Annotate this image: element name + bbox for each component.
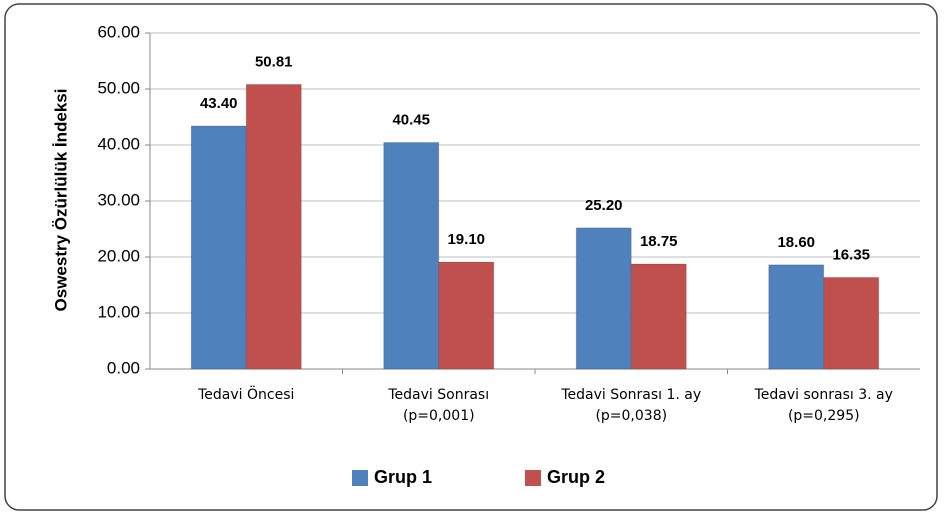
y-tick-label: 10.00 <box>97 302 140 321</box>
legend-label: Grup 2 <box>547 467 605 487</box>
x-tick-label: Tedavi Sonrası (p=0,001) <box>388 387 490 424</box>
bar <box>768 264 825 370</box>
bar <box>575 227 632 370</box>
legend-swatch <box>525 470 541 486</box>
bar <box>383 141 440 370</box>
y-axis-label: Oswestry Özürlülük İndeksi <box>51 89 70 312</box>
legend-label: Grup 1 <box>374 467 432 487</box>
x-tick-label: Tedavi sonrası 3. ay (p=0,295) <box>754 387 893 424</box>
y-tick-label: 20.00 <box>97 246 140 265</box>
x-tick-label: Tedavi Öncesi <box>198 387 295 403</box>
x-tick-label: Tedavi Sonrası 1. ay (p=0,038) <box>561 387 702 424</box>
y-tick-label: 50.00 <box>97 78 140 97</box>
bar <box>438 261 495 370</box>
y-tick-label: 60.00 <box>97 22 140 41</box>
data-label: 19.10 <box>447 231 485 248</box>
y-tick-label: 30.00 <box>97 190 140 209</box>
data-label: 50.81 <box>255 53 293 70</box>
data-label: 18.60 <box>777 234 815 251</box>
legend-swatch <box>352 470 368 486</box>
y-tick-label: 40.00 <box>97 134 140 153</box>
data-label: 25.20 <box>585 197 623 214</box>
data-label: 43.40 <box>200 95 238 112</box>
y-tick-label: 0.00 <box>107 358 140 377</box>
bar <box>190 125 247 370</box>
bar <box>823 276 880 370</box>
data-label: 18.75 <box>640 233 678 250</box>
data-label: 40.45 <box>392 111 430 128</box>
data-label: 16.35 <box>832 246 870 263</box>
bar <box>630 263 687 370</box>
bar <box>245 83 302 370</box>
